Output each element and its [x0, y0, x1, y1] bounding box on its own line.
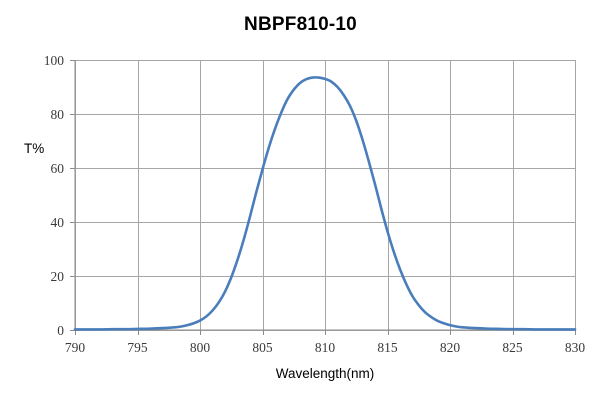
x-tick-label: 825: [502, 340, 523, 355]
y-tick-label: 40: [51, 215, 65, 230]
x-tick-label: 790: [65, 340, 86, 355]
vertical-gridlines: [75, 60, 576, 330]
x-tick-label: 800: [190, 340, 211, 355]
x-axis-tick-labels: 790 795 800 805 810 815 820 825 830: [65, 340, 586, 355]
y-tick-label: 60: [51, 161, 65, 176]
y-tick-label: 0: [57, 323, 64, 338]
x-axis-title: Wavelength(nm): [276, 366, 375, 381]
x-tick-label: 820: [440, 340, 461, 355]
x-axis-tickmarks: [74, 330, 577, 335]
y-axis-tickmarks: [70, 59, 75, 332]
y-axis-tick-labels: 0 20 40 60 80 100: [44, 53, 65, 338]
chart-title: NBPF810-10: [244, 14, 357, 35]
x-tick-label: 810: [315, 340, 336, 355]
y-axis-title: T%: [24, 141, 44, 156]
x-tick-label: 795: [127, 340, 148, 355]
x-tick-label: 805: [252, 340, 273, 355]
y-tick-label: 20: [51, 269, 65, 284]
y-tick-label: 80: [51, 107, 65, 122]
transmission-curve: [73, 76, 577, 331]
x-tick-label: 815: [377, 340, 398, 355]
x-tick-label: 830: [565, 340, 586, 355]
y-tick-label: 100: [44, 53, 65, 68]
